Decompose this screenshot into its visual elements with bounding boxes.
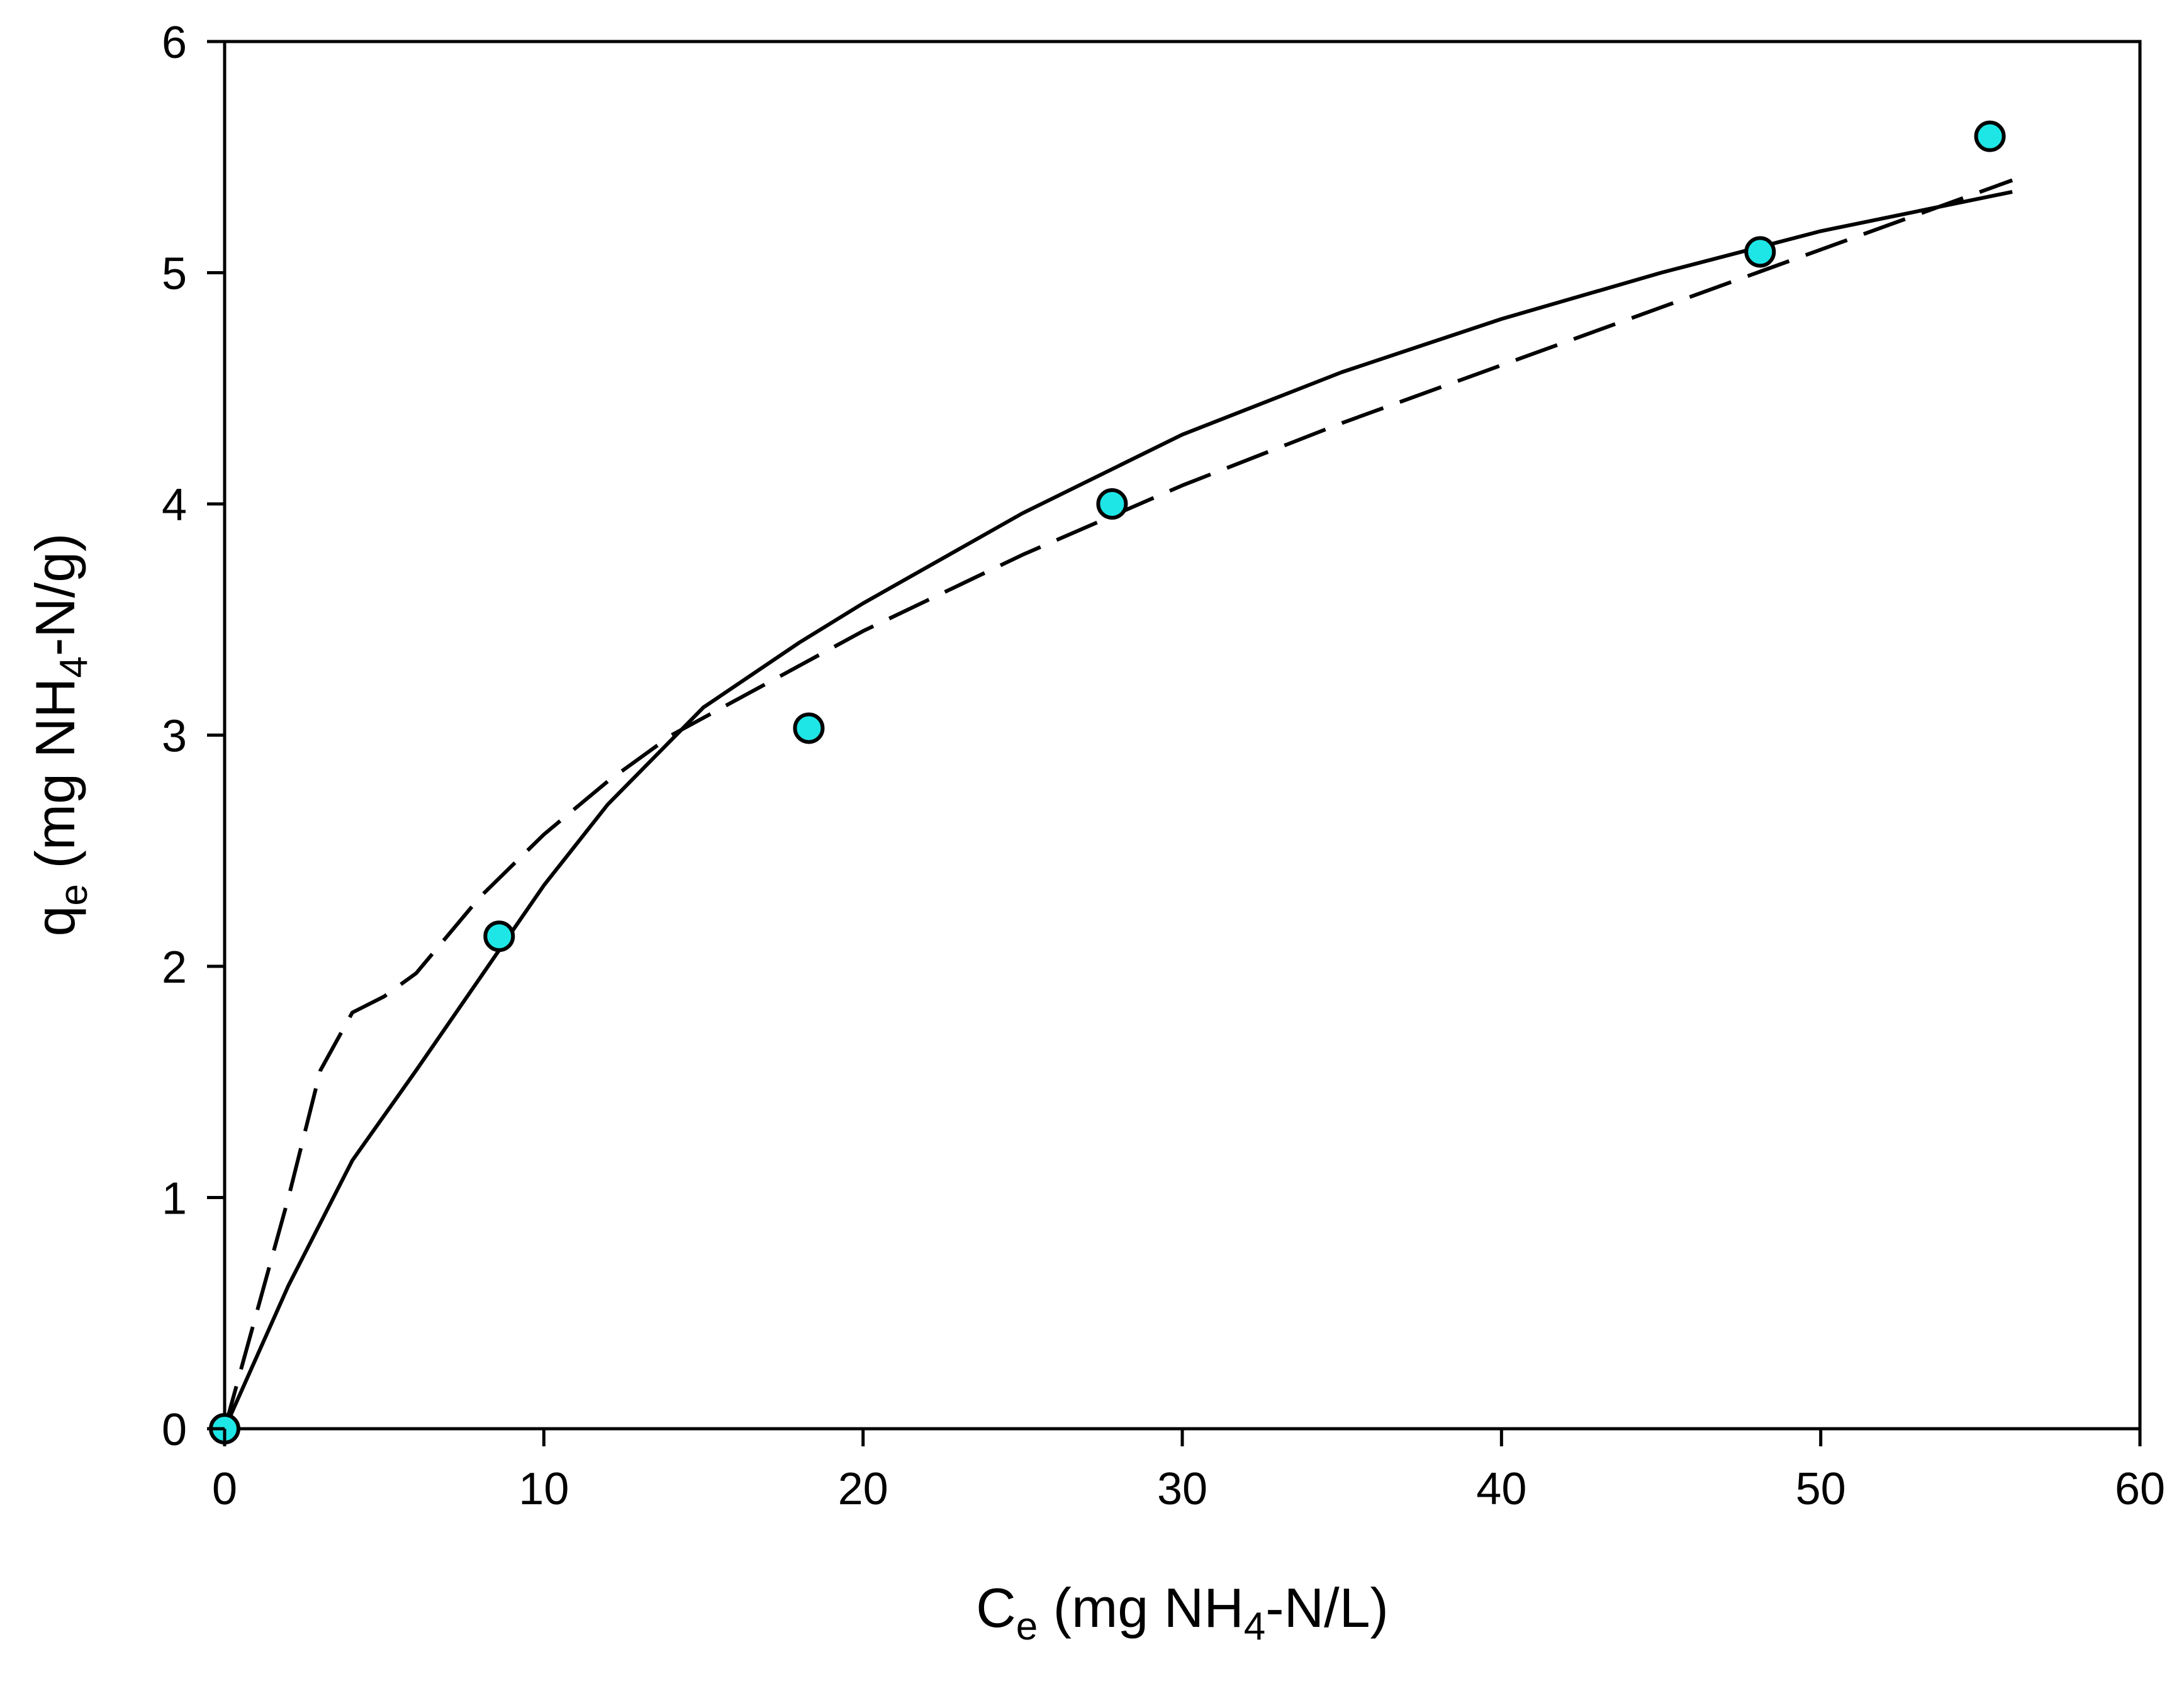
y-tick-label: 1 [162,1174,187,1224]
x-axis-label-unit: (mg NH [1038,1577,1244,1639]
data-points [209,120,2006,1444]
x-axis-label: Ce (mg NH4-N/L) [976,1577,1389,1648]
plot-area [209,40,2142,1444]
x-tick-label: 50 [1796,1464,1846,1514]
y-tick-label: 0 [162,1405,187,1455]
data-point [1096,488,1128,520]
y-tick-label: 3 [162,712,187,762]
x-axis-label-unit-end: -N/L) [1265,1577,1389,1639]
data-point [1974,120,2006,152]
y-axis-label-symbol: q [24,906,86,937]
dashed-fit-line [223,178,2013,1429]
data-point [793,712,825,744]
y-axis-label-unit-end: -N/g) [24,533,86,656]
y-axis: 0 1 2 3 4 5 6 [162,18,225,1455]
x-axis-label-subscript: e [1016,1605,1038,1648]
data-point [1744,236,1776,268]
y-axis-label-unit: (mg NH [24,678,86,885]
fit-curves [223,178,2013,1430]
x-tick-label: 60 [2115,1464,2165,1514]
y-tick-label: 4 [162,480,187,530]
y-axis-label-subscript: e [52,884,96,905]
y-axis-label-subscript-4: 4 [52,656,96,678]
x-axis-label-symbol: C [976,1577,1016,1639]
y-tick-label: 6 [162,18,187,68]
data-point [483,920,515,952]
x-tick-label: 20 [838,1464,888,1514]
x-tick-label: 30 [1157,1464,1207,1514]
y-axis-label: qe (mg NH4-N/g) [24,533,96,936]
x-axis: 0 10 20 30 40 50 60 [212,1429,2165,1514]
solid-fit-line [223,189,2013,1430]
x-tick-label: 40 [1476,1464,1526,1514]
y-tick-label: 5 [162,249,187,299]
x-axis-label-subscript-4: 4 [1244,1605,1265,1648]
x-tick-label: 10 [518,1464,569,1514]
plot-frame [223,40,2142,1431]
x-tick-label: 0 [212,1464,237,1514]
y-tick-label: 2 [162,942,187,993]
